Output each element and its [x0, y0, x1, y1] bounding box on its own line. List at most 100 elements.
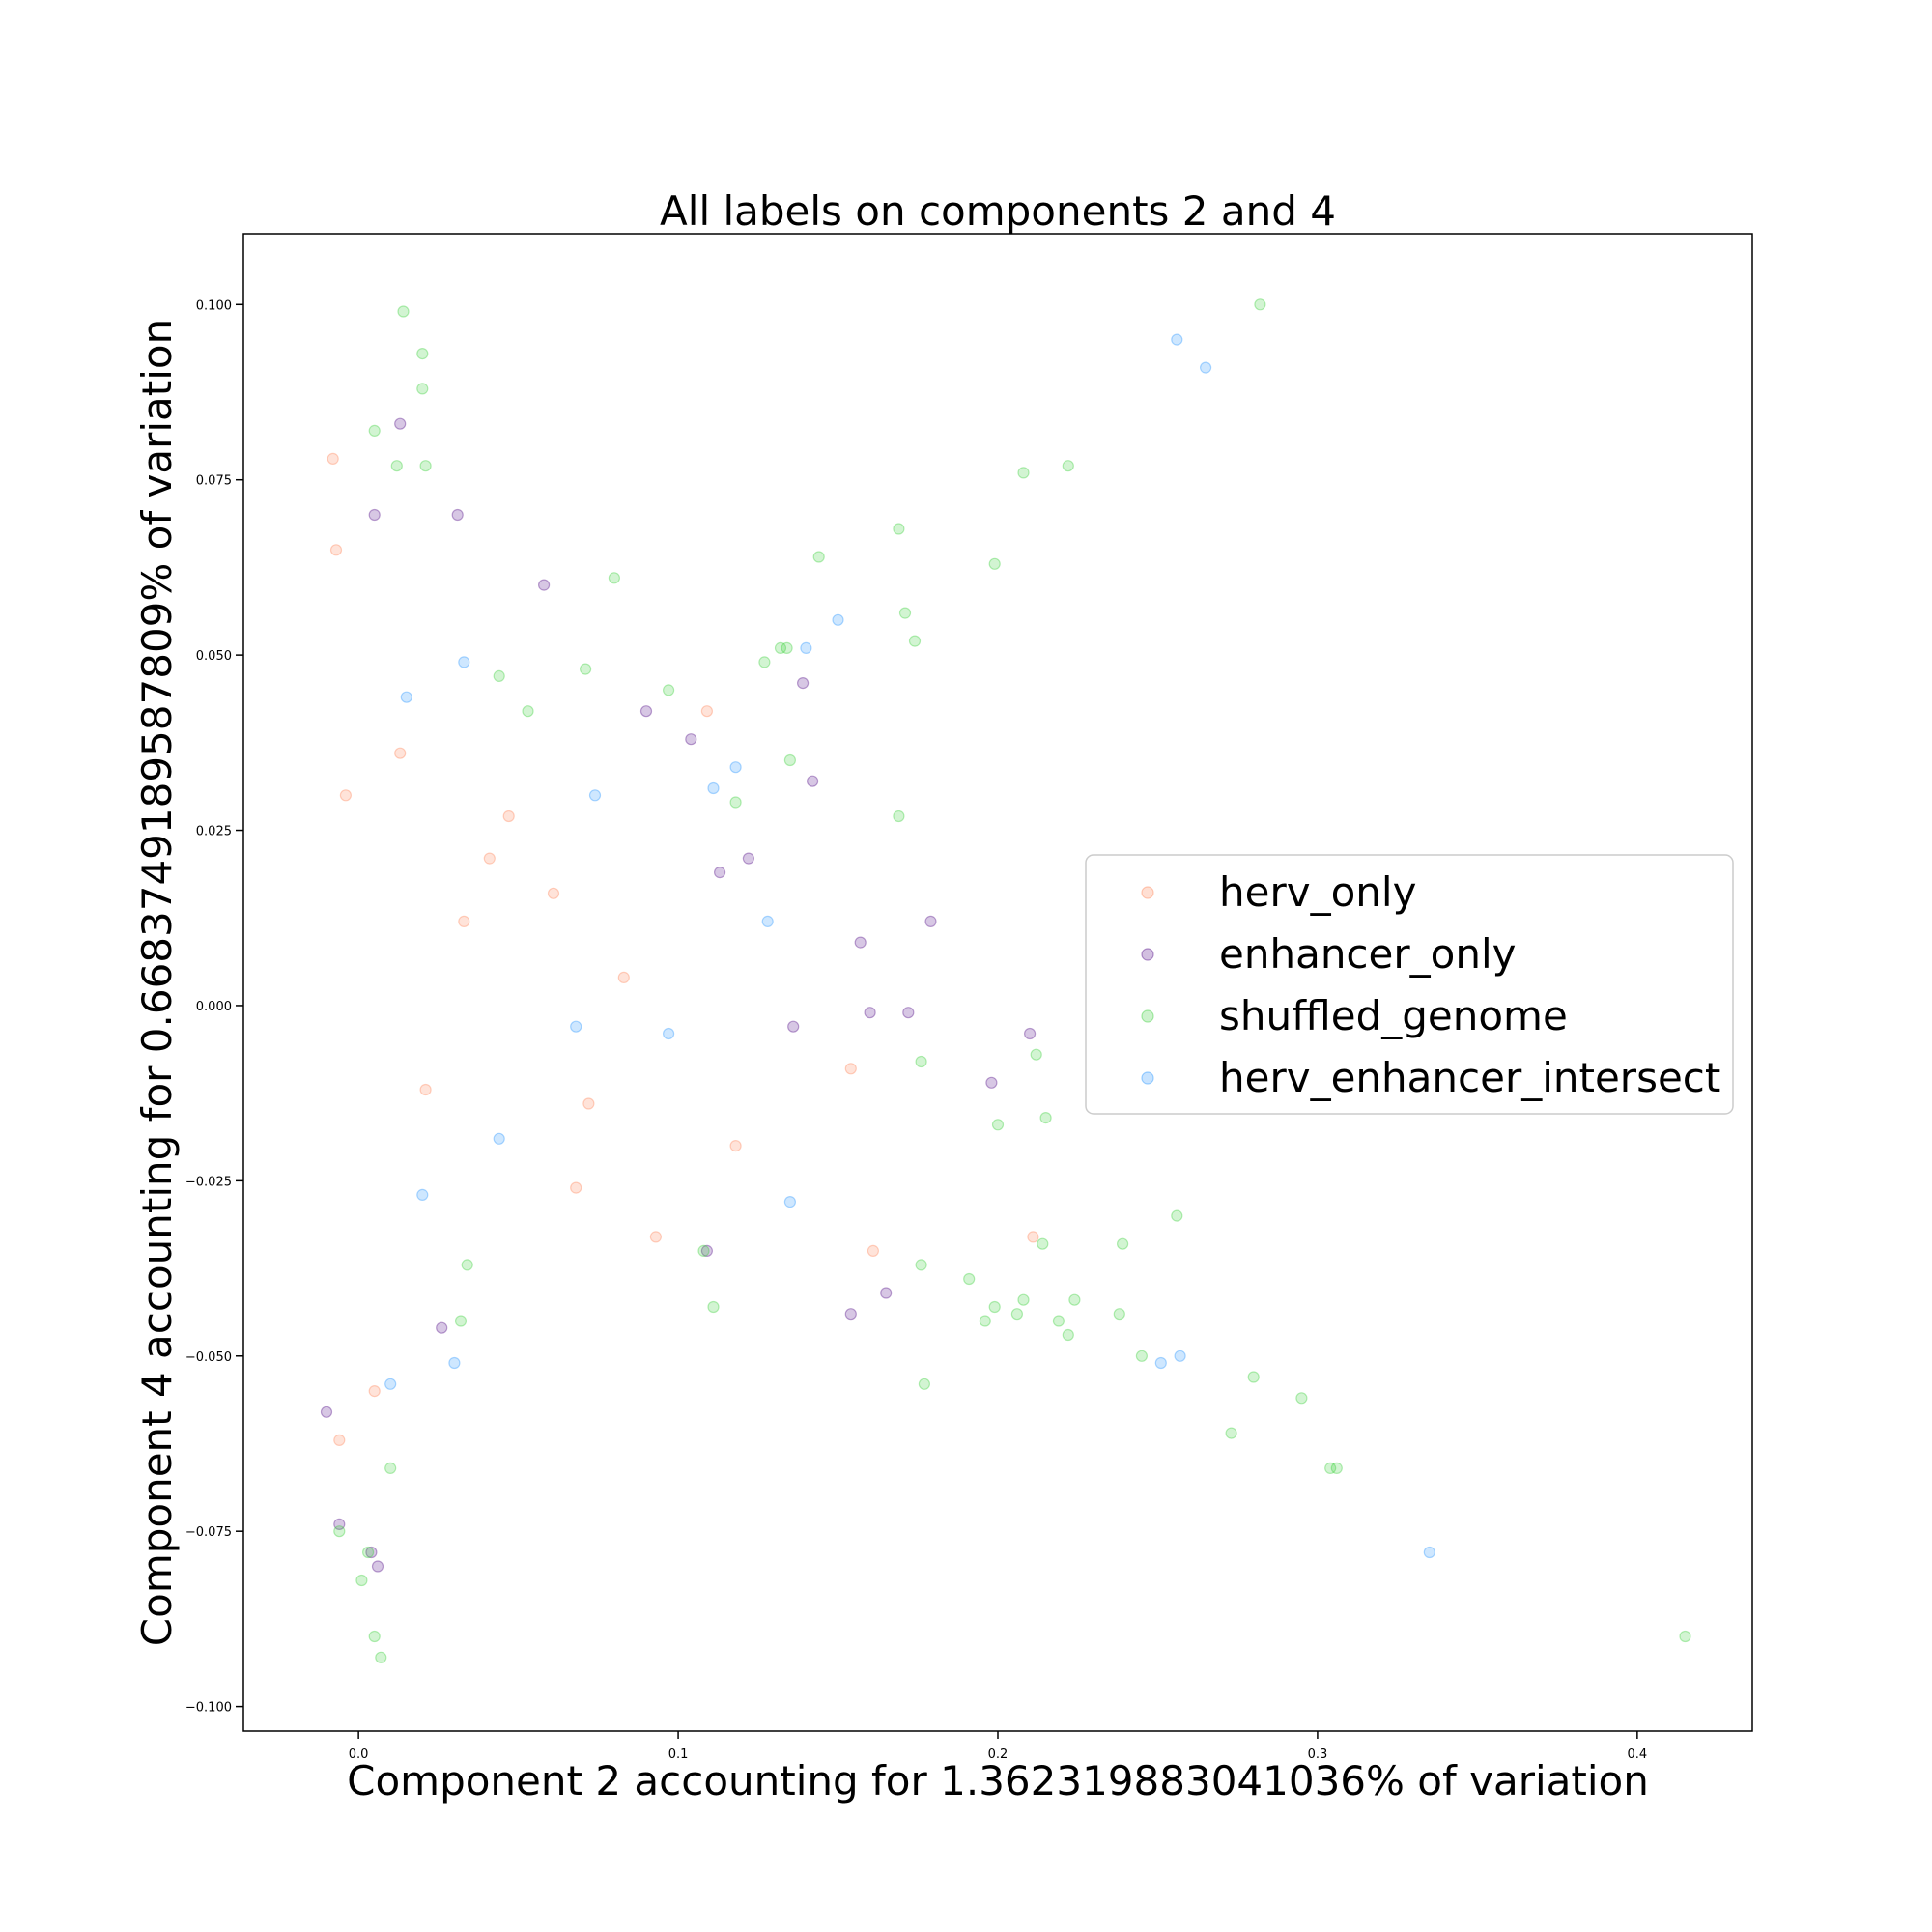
- point-shuffled_genome-13: [419, 460, 432, 472]
- point-enhancer_only-12: [713, 866, 726, 879]
- point-enhancer_only-5: [1023, 1027, 1037, 1040]
- point-herv_enhancer_intersect-14: [662, 1027, 675, 1040]
- point-herv_enhancer_intersect-4: [1154, 1356, 1167, 1370]
- point-shuffled_genome-9: [898, 607, 912, 619]
- point-enhancer_only-21: [787, 1020, 800, 1033]
- point-enhancer_only-7: [436, 1321, 448, 1334]
- y-tick-label-0: 0.100: [196, 298, 232, 313]
- point-herv_enhancer_intersect-13: [416, 1188, 429, 1202]
- point-shuffled_genome-17: [1324, 1462, 1337, 1475]
- point-shuffled_genome-20: [1247, 1371, 1260, 1383]
- point-enhancer_only-4: [864, 1007, 876, 1019]
- legend-marker-shuffled_genome: [1141, 1009, 1154, 1023]
- point-shuffled_genome-41: [375, 1651, 387, 1663]
- point-shuffled_genome-31: [1030, 1048, 1042, 1061]
- point-herv_enhancer_intersect-11: [400, 691, 412, 703]
- legend-marker-enhancer_only: [1141, 948, 1154, 961]
- point-enhancer_only-1: [796, 676, 810, 690]
- y-axis-label: Component 4 accounting for 0.66837491895…: [133, 319, 181, 1646]
- point-herv_enhancer_intersect-16: [588, 789, 602, 802]
- point-shuffled_genome-11: [608, 572, 621, 584]
- series-herv_enhancer_intersect: [384, 333, 1435, 1559]
- point-herv_enhancer_intersect-15: [783, 1195, 797, 1208]
- point-shuffled_genome-23: [1135, 1350, 1149, 1362]
- point-shuffled_genome-36: [979, 1315, 991, 1327]
- point-herv_only-0: [327, 452, 339, 465]
- point-shuffled_genome-44: [362, 1546, 375, 1559]
- point-shuffled_genome-57: [522, 705, 534, 718]
- y-tick-label-6: −0.050: [185, 1350, 232, 1365]
- point-shuffled_genome-30: [1037, 1237, 1049, 1250]
- point-shuffled_genome-21: [1225, 1427, 1237, 1439]
- point-enhancer_only-18: [365, 1546, 378, 1559]
- point-shuffled_genome-40: [915, 1259, 927, 1271]
- x-tick-label-1: 0.1: [668, 1747, 689, 1762]
- legend-label-herv_enhancer_intersect: herv_enhancer_intersect: [1219, 1054, 1720, 1101]
- point-enhancer_only-0: [537, 579, 551, 591]
- point-shuffled_genome-27: [1062, 1328, 1074, 1342]
- point-shuffled_genome-54: [758, 656, 771, 668]
- point-enhancer_only-14: [394, 417, 407, 430]
- point-enhancer_only-20: [854, 936, 867, 949]
- legend: herv_only enhancer_only shuffled_genomeher…: [1085, 854, 1734, 1115]
- point-shuffled_genome-34: [988, 1300, 1001, 1314]
- legend-box: [1085, 854, 1734, 1115]
- point-herv_enhancer_intersect-2: [1423, 1546, 1435, 1559]
- point-herv_enhancer_intersect-12: [384, 1378, 397, 1390]
- y-tick-label-5: −0.025: [185, 1175, 232, 1189]
- point-herv_only-4: [700, 705, 714, 718]
- point-enhancer_only-11: [742, 852, 755, 865]
- point-herv_enhancer_intersect-10: [458, 656, 470, 668]
- point-shuffled_genome-6: [893, 523, 905, 535]
- y-tick-label-3: 0.025: [196, 825, 232, 839]
- point-shuffled_genome-12: [368, 424, 381, 437]
- legend-marker-herv_only: [1141, 886, 1154, 899]
- point-herv_only-14: [483, 852, 496, 865]
- point-shuffled_genome-10: [908, 635, 922, 647]
- point-enhancer_only-13: [844, 1308, 857, 1321]
- point-shuffled_genome-18: [1330, 1462, 1343, 1475]
- point-herv_only-5: [547, 887, 560, 899]
- point-herv_only-3: [649, 1231, 663, 1243]
- point-herv_enhancer_intersect-6: [832, 613, 844, 626]
- y-tick-label-2: 0.050: [196, 649, 232, 664]
- point-herv_enhancer_intersect-0: [1171, 333, 1183, 346]
- point-shuffled_genome-55: [579, 663, 592, 675]
- point-shuffled_genome-7: [988, 557, 1001, 570]
- point-herv_enhancer_intersect-19: [707, 781, 720, 795]
- point-enhancer_only-22: [700, 1244, 714, 1258]
- point-shuffled_genome-28: [1052, 1315, 1065, 1327]
- point-shuffled_genome-8: [812, 551, 825, 563]
- point-herv_only-7: [333, 1434, 346, 1447]
- point-shuffled_genome-49: [697, 1244, 710, 1258]
- point-enhancer_only-10: [806, 775, 819, 787]
- point-shuffled_genome-39: [915, 1055, 927, 1068]
- point-herv_enhancer_intersect-3: [1174, 1350, 1186, 1362]
- series-enhancer_only: [320, 417, 1037, 1573]
- point-enhancer_only-23: [880, 1287, 893, 1299]
- point-herv_enhancer_intersect-5: [448, 1356, 461, 1370]
- point-shuffled_genome-4: [1017, 467, 1030, 479]
- point-shuffled_genome-42: [368, 1630, 381, 1643]
- point-shuffled_genome-22: [1171, 1209, 1183, 1222]
- point-shuffled_genome-14: [390, 460, 403, 472]
- x-tick-label-2: 0.2: [988, 1747, 1009, 1762]
- point-shuffled_genome-50: [707, 1300, 720, 1314]
- series-shuffled_genome: [333, 298, 1691, 1663]
- chart-title: All labels on components 2 and 4: [660, 187, 1336, 235]
- point-shuffled_genome-5: [1062, 460, 1074, 472]
- point-enhancer_only-8: [639, 705, 653, 718]
- point-shuffled_genome-43: [355, 1574, 368, 1587]
- point-shuffled_genome-38: [918, 1378, 931, 1390]
- point-shuffled_genome-51: [783, 753, 797, 767]
- point-herv_enhancer_intersect-1: [1199, 361, 1212, 374]
- point-shuffled_genome-53: [774, 641, 787, 655]
- x-axis-label: Component 2 accounting for 1.36231988304…: [347, 1757, 1649, 1804]
- y-tick-label-8: −0.100: [185, 1701, 232, 1716]
- point-shuffled_genome-25: [1113, 1308, 1125, 1321]
- point-enhancer_only-9: [685, 733, 697, 746]
- point-herv_enhancer_intersect-9: [729, 761, 742, 774]
- point-shuffled_genome-48: [454, 1315, 468, 1327]
- point-herv_only-16: [844, 1063, 857, 1075]
- point-enhancer_only-3: [902, 1007, 915, 1019]
